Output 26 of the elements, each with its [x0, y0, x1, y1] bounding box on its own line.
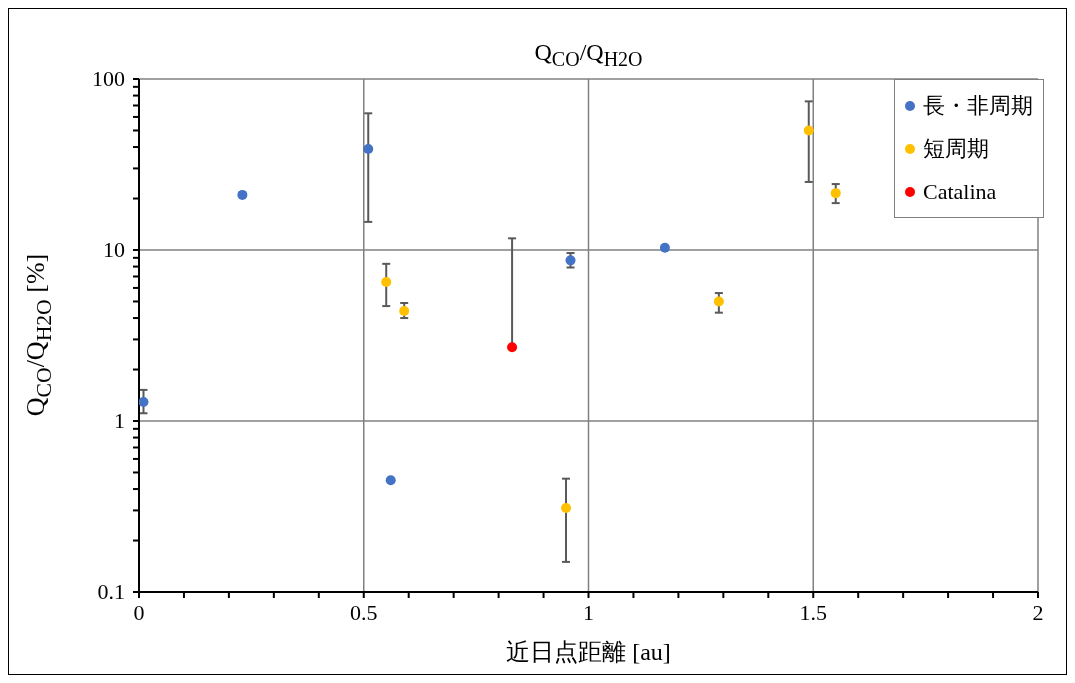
point [381, 276, 392, 287]
point [713, 296, 724, 307]
point [237, 189, 248, 200]
x-tick-label: 1 [583, 600, 594, 625]
x-axis-title: 近日点距離 [au] [506, 639, 671, 665]
y-tick-label: 100 [92, 66, 125, 91]
x-tick-label: 1.5 [799, 600, 827, 625]
legend-label: Catalina [923, 178, 997, 205]
y-tick-label: 0.1 [97, 579, 125, 604]
point [399, 305, 410, 316]
point [385, 475, 396, 486]
point [363, 143, 374, 154]
point [507, 342, 518, 353]
point [659, 242, 670, 253]
chart-title: Q$_{CO}$/Q$_{H2O}$ [533, 39, 644, 71]
point [803, 125, 814, 136]
x-tick-label: 0.5 [350, 600, 378, 625]
legend-label: 短周期 [923, 134, 989, 163]
point [830, 188, 841, 199]
point [561, 502, 572, 513]
legend-label: 長・非周期 [923, 91, 1033, 120]
point [139, 397, 149, 408]
y-tick-label: 10 [103, 237, 125, 262]
y-tick-label: 1 [114, 408, 125, 433]
x-tick-label: 0 [133, 600, 145, 625]
x-tick-label: 2 [1032, 600, 1044, 625]
